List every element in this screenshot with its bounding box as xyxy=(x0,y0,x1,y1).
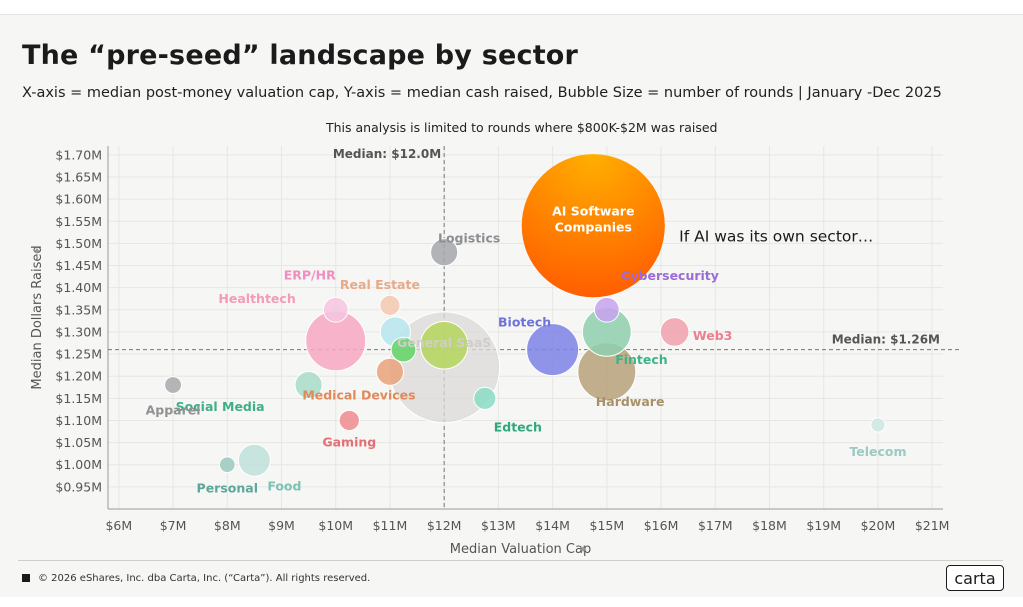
bubble-consumer xyxy=(419,320,469,370)
footer-divider xyxy=(18,560,1003,561)
y-tick-label: $1.20M xyxy=(55,369,102,384)
y-tick-label: $1.25M xyxy=(55,347,102,362)
bubble-medical-devices xyxy=(375,357,405,386)
y-tick-label: $1.10M xyxy=(55,413,102,428)
label-hardware: Hardware xyxy=(596,394,665,409)
bubble-climate xyxy=(390,336,417,363)
x-tick-label: $21M xyxy=(915,518,950,533)
median-y-label: Median: $1.26M xyxy=(832,333,940,347)
label-general-saas: General SaaS xyxy=(397,335,491,350)
y-axis-title: Median Dollars Raised xyxy=(30,245,45,389)
bubble-ai-software-companies xyxy=(521,154,665,298)
y-tick-label: $1.45M xyxy=(55,258,102,273)
label-food: Food xyxy=(267,478,301,493)
label-fintech: Fintech xyxy=(615,352,667,367)
label-healthtech: Healthtech xyxy=(218,291,295,306)
y-tick-label: $1.40M xyxy=(55,280,102,295)
y-tick-label: $1.05M xyxy=(55,435,102,450)
label-edtech: Edtech xyxy=(494,419,542,434)
x-tick-label: $6M xyxy=(105,518,132,533)
y-tick-label: $1.65M xyxy=(55,169,102,184)
label-social-media: Social Media xyxy=(176,399,265,414)
label-erp-hr: ERP/HR xyxy=(284,267,336,282)
label-personal: Personal xyxy=(197,481,258,496)
bubble-erp-hr xyxy=(322,296,349,323)
x-tick-label: $17M xyxy=(698,518,733,533)
y-tick-label: $1.55M xyxy=(55,214,102,229)
x-tick-label: $8M xyxy=(214,518,241,533)
carta-logo: carta xyxy=(946,565,1004,591)
label-web3: Web3 xyxy=(693,328,732,343)
pin-icon: ✦ xyxy=(579,543,588,556)
bubble-cybersecurity xyxy=(593,296,620,323)
bubble-labels: General SaaS Healthtech Hardware Biotech Fin… xyxy=(146,204,907,496)
bubbles xyxy=(164,154,886,477)
x-axis-title: Median Valuation Cap xyxy=(450,542,591,557)
bubble-biotech xyxy=(526,323,580,377)
annotation-text: If AI was its own sector… xyxy=(679,227,873,245)
y-tick-label: $1.15M xyxy=(55,391,102,406)
grid-lines xyxy=(108,146,943,509)
y-tick-label: $1.60M xyxy=(55,192,102,207)
label-ai-software-companies: AI Software Companies xyxy=(552,204,634,235)
label-real-estate: Real Estate xyxy=(340,277,420,292)
label-telecom: Telecom xyxy=(849,444,906,459)
x-tick-label: $19M xyxy=(806,518,841,533)
footer: © 2026 eShares, Inc. dba Carta, Inc. (“C… xyxy=(22,573,370,584)
y-tick-label: $0.95M xyxy=(55,479,102,494)
y-tick-label: $1.50M xyxy=(55,236,102,251)
x-tick-label: $20M xyxy=(861,518,896,533)
x-tick-label: $18M xyxy=(752,518,787,533)
y-tick-label: $1.30M xyxy=(55,324,102,339)
pin-icon: ✦ xyxy=(31,246,44,255)
label-apparel: Apparel xyxy=(146,403,201,418)
bubble-logistics xyxy=(430,238,459,267)
chart-subtitle: X-axis = median post-money valuation cap… xyxy=(22,85,942,101)
bubble-edtech xyxy=(473,386,497,410)
bubble-personal xyxy=(218,456,236,474)
bubble-real-estate xyxy=(379,294,401,316)
y-tick-label: $1.35M xyxy=(55,302,102,317)
bubble-gaming xyxy=(338,409,360,432)
x-tick-label: $7M xyxy=(160,518,187,533)
bubble-social-media xyxy=(294,370,323,400)
copyright-text: © 2026 eShares, Inc. dba Carta, Inc. (“C… xyxy=(38,573,371,584)
x-tick-label: $13M xyxy=(481,518,516,533)
label-medical-devices: Medical Devices xyxy=(302,387,415,402)
bubble-web3 xyxy=(659,317,690,347)
x-tick-label: $14M xyxy=(535,518,570,533)
median-x-label: Median: $12.0M xyxy=(333,147,441,161)
bubble-telecom xyxy=(870,417,886,433)
label-biotech: Biotech xyxy=(498,315,551,330)
x-tick-label: $15M xyxy=(590,518,625,533)
annotations: If AI was its own sector… xyxy=(679,227,873,245)
y-tick-label: $1.70M xyxy=(55,147,102,162)
x-tick-label: $10M xyxy=(318,518,353,533)
label-cybersecurity: Cybersecurity xyxy=(621,268,719,283)
x-tick-label: $11M xyxy=(373,518,408,533)
x-tick-label: $9M xyxy=(268,518,295,533)
x-tick-label: $16M xyxy=(644,518,679,533)
footer-square-icon xyxy=(22,574,30,582)
chart-panel xyxy=(0,14,1023,597)
bubble-food xyxy=(237,443,271,477)
x-tick-label: $12M xyxy=(427,518,462,533)
label-gaming: Gaming xyxy=(322,435,376,450)
page-title: The “pre-seed” landscape by sector xyxy=(22,40,579,71)
analysis-note: This analysis is limited to rounds where… xyxy=(326,120,718,135)
y-tick-label: $1.00M xyxy=(55,457,102,472)
bubble-apparel xyxy=(164,376,183,395)
axes: $6M $7M $8M $9M $10M $11M $12M $13M $14M $15M $16M… xyxy=(30,146,949,557)
bottom-strip xyxy=(0,597,1023,607)
median-lines: Median: $12.0M Median: $1.26M xyxy=(108,146,961,509)
label-logistics: Logistics xyxy=(438,231,500,246)
